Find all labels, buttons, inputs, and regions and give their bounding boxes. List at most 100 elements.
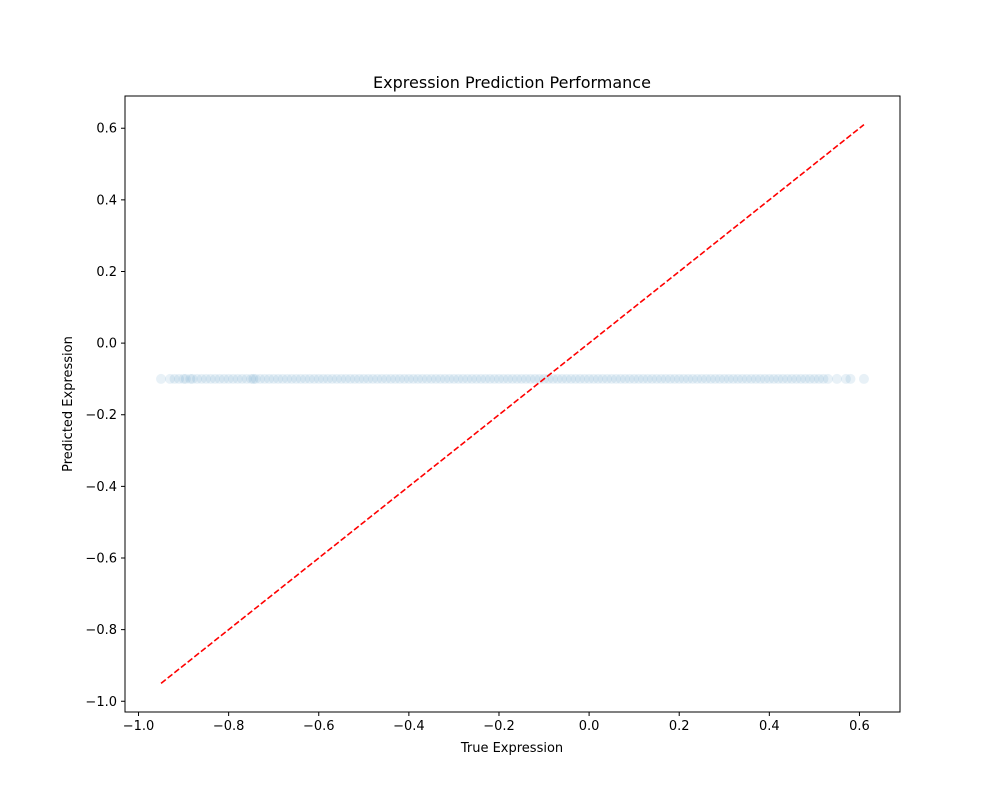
data-point xyxy=(336,373,347,384)
data-point xyxy=(493,373,504,384)
data-point xyxy=(248,373,259,384)
data-point xyxy=(777,373,788,384)
data-point xyxy=(403,373,414,384)
data-point xyxy=(813,373,824,384)
data-point xyxy=(232,373,243,384)
y-tick-label: −0.2 xyxy=(85,408,117,423)
data-point xyxy=(282,373,293,384)
data-point xyxy=(647,373,658,384)
data-point xyxy=(367,373,378,384)
data-point xyxy=(845,373,856,384)
data-point xyxy=(390,373,401,384)
data-point xyxy=(719,373,730,384)
data-point xyxy=(773,373,784,384)
data-point xyxy=(570,373,581,384)
data-point xyxy=(430,373,441,384)
data-point xyxy=(858,373,869,384)
data-point xyxy=(462,373,473,384)
data-point xyxy=(737,373,748,384)
data-point xyxy=(223,373,234,384)
data-point xyxy=(178,373,189,384)
data-point xyxy=(548,373,559,384)
data-point xyxy=(822,373,833,384)
data-point xyxy=(656,373,667,384)
x-tick-label: −1.0 xyxy=(123,719,155,734)
data-point xyxy=(327,373,338,384)
data-point xyxy=(237,373,248,384)
data-point xyxy=(683,373,694,384)
data-point xyxy=(349,373,360,384)
data-point xyxy=(831,373,842,384)
points-layer xyxy=(156,373,869,384)
data-point xyxy=(246,373,257,384)
data-point xyxy=(259,373,270,384)
data-point xyxy=(674,373,685,384)
data-point xyxy=(345,373,356,384)
data-point xyxy=(584,373,595,384)
data-point xyxy=(205,373,216,384)
data-point xyxy=(746,373,757,384)
data-point xyxy=(602,373,613,384)
data-point xyxy=(466,373,477,384)
data-point xyxy=(408,373,419,384)
data-point xyxy=(791,373,802,384)
data-point xyxy=(444,373,455,384)
data-point xyxy=(692,373,703,384)
y-tick-label: 0.6 xyxy=(96,122,117,137)
data-point xyxy=(840,373,851,384)
data-point xyxy=(516,373,527,384)
data-point xyxy=(782,373,793,384)
data-point xyxy=(174,373,185,384)
data-point xyxy=(381,373,392,384)
data-point xyxy=(606,373,617,384)
data-point xyxy=(710,373,721,384)
y-tick-label: 0.4 xyxy=(96,193,117,208)
data-point xyxy=(818,373,829,384)
data-point xyxy=(620,373,631,384)
data-point xyxy=(557,373,568,384)
data-point xyxy=(651,373,662,384)
data-point xyxy=(228,373,239,384)
data-point xyxy=(300,373,311,384)
data-point xyxy=(552,373,563,384)
data-point xyxy=(421,373,432,384)
data-point xyxy=(363,373,374,384)
data-point xyxy=(795,373,806,384)
data-point xyxy=(593,373,604,384)
data-point xyxy=(435,373,446,384)
data-point xyxy=(318,373,329,384)
x-tick-label: −0.6 xyxy=(303,719,335,734)
data-point xyxy=(579,373,590,384)
data-point xyxy=(755,373,766,384)
data-point xyxy=(185,373,196,384)
data-point xyxy=(489,373,500,384)
data-point xyxy=(399,373,410,384)
data-point xyxy=(575,373,586,384)
data-point xyxy=(543,373,554,384)
data-point xyxy=(615,373,626,384)
data-point xyxy=(291,373,302,384)
data-point xyxy=(286,373,297,384)
chart-title: Expression Prediction Performance xyxy=(373,73,651,92)
x-tick-label: −0.2 xyxy=(483,719,515,734)
x-axis-ticks: −1.0 −0.8 −0.6 −0.4 −0.2 0.0 0.2 0.4 0.6 xyxy=(123,712,870,734)
plot-frame xyxy=(124,95,901,713)
data-point xyxy=(611,373,622,384)
data-point xyxy=(295,373,306,384)
data-point xyxy=(764,373,775,384)
data-point xyxy=(196,373,207,384)
data-point xyxy=(417,373,428,384)
data-point xyxy=(394,373,405,384)
data-point xyxy=(250,373,261,384)
y-tick-label: 0.0 xyxy=(96,337,117,352)
data-point xyxy=(705,373,716,384)
data-point xyxy=(376,373,387,384)
data-point xyxy=(507,373,518,384)
data-point xyxy=(502,373,513,384)
data-point xyxy=(210,373,221,384)
data-point xyxy=(800,373,811,384)
data-point xyxy=(439,373,450,384)
x-tick-label: −0.4 xyxy=(393,719,425,734)
x-axis-label: True Expression xyxy=(460,741,563,756)
data-point xyxy=(165,373,176,384)
